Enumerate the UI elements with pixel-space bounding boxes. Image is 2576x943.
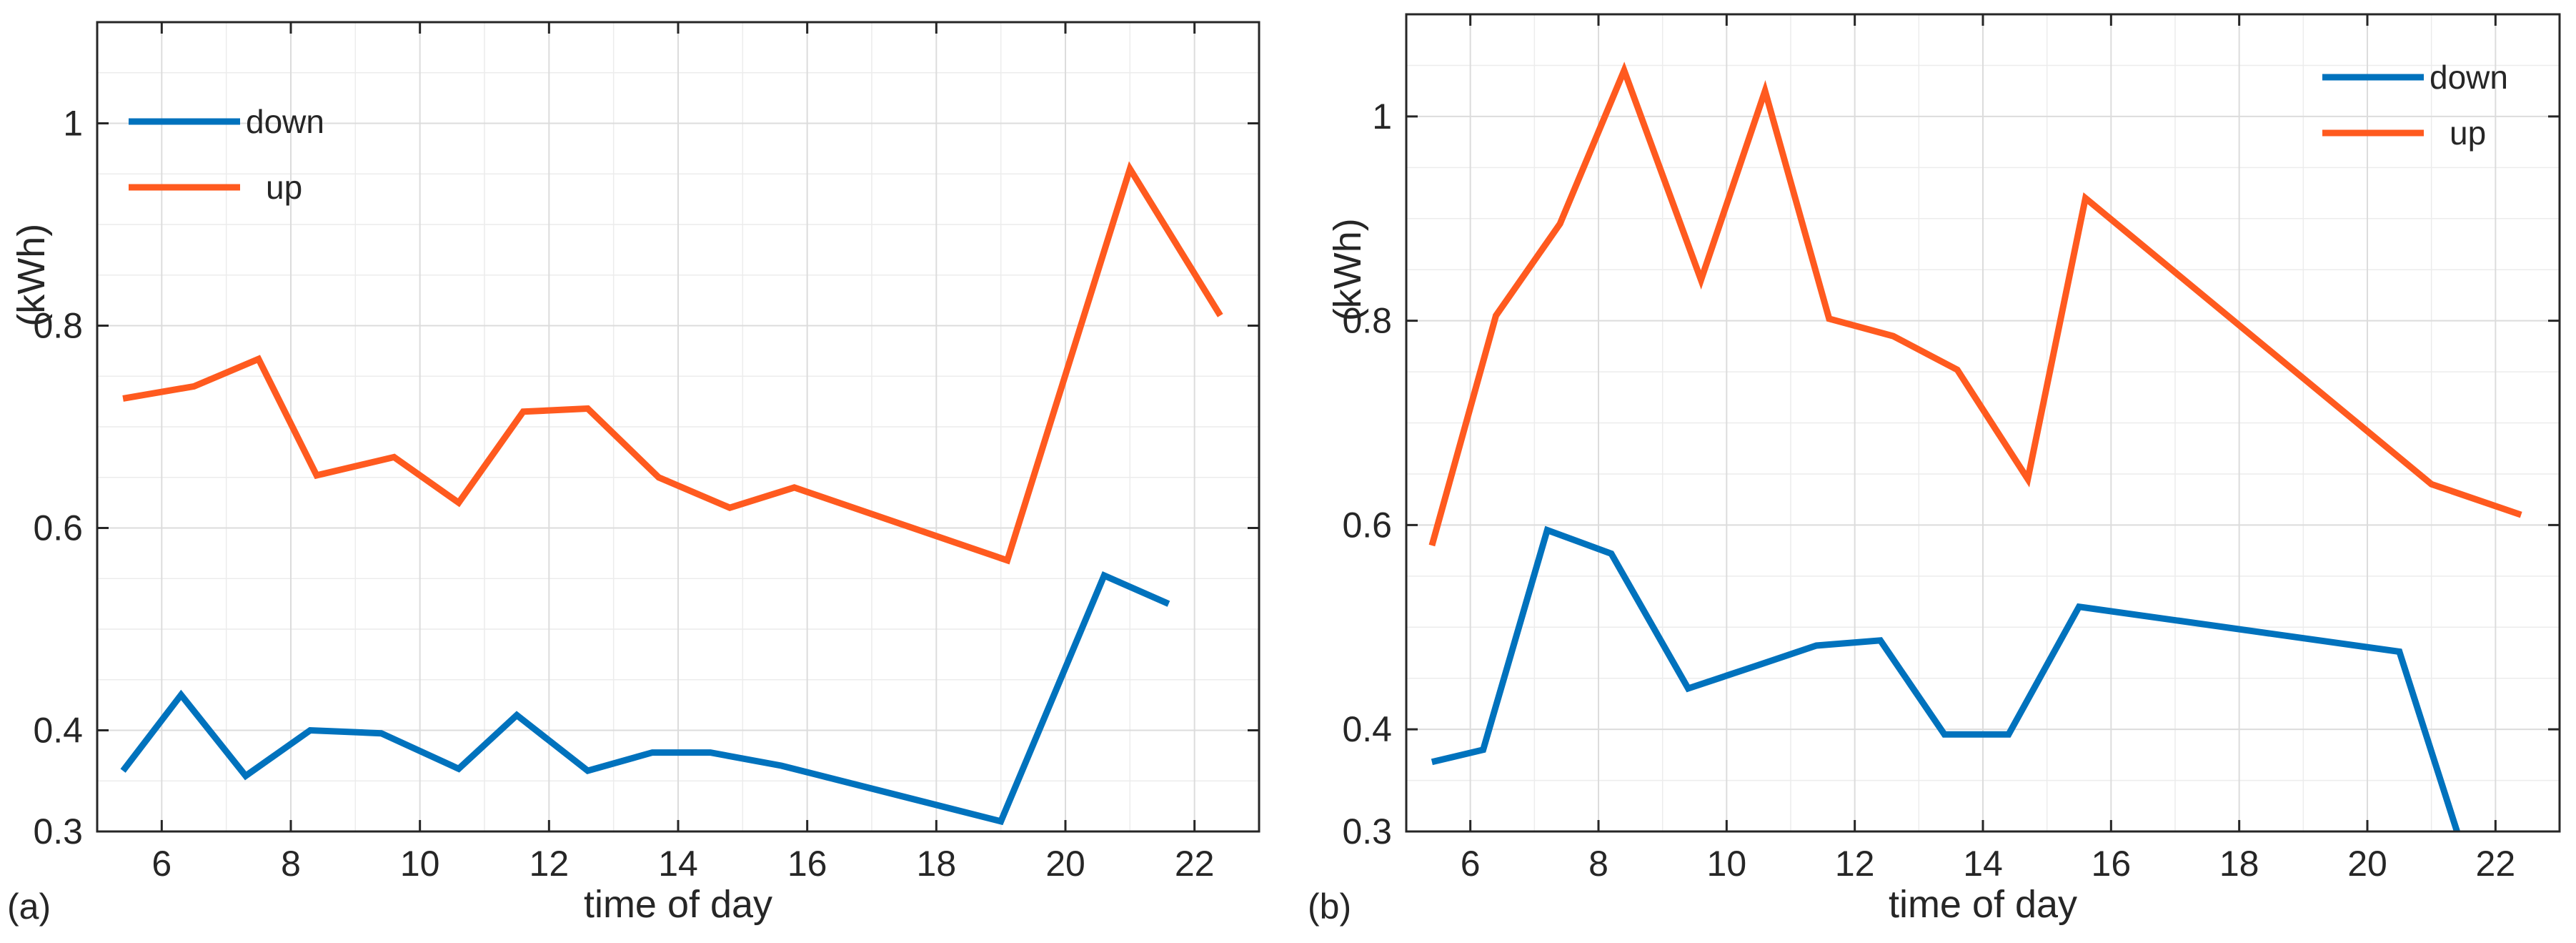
x-tick-label: 18 [917,844,957,884]
x-tick-label: 16 [787,844,827,884]
x-tick-label: 22 [2476,844,2516,884]
series-line-down [1431,525,2460,831]
legend-label-up: up [2450,114,2486,152]
x-tick-label: 6 [151,844,171,884]
series-line-up [1428,61,2522,547]
x-tick-label: 8 [1588,844,1608,884]
x-tick-label: 16 [2092,844,2132,884]
x-axis-label: time of day [584,883,772,926]
y-tick-label: 0.6 [33,508,83,548]
x-tick-label: 12 [1835,844,1875,884]
y-tick-label: 0.8 [33,306,83,346]
x-tick-label: 20 [1045,844,1085,884]
series-line-up [122,161,1223,565]
y-tick-label: 0.3 [1342,811,1392,851]
x-tick-label: 14 [658,844,698,884]
y-axis-label: (kWh) [1326,218,1369,321]
x-tick-label: 10 [400,844,440,884]
y-axis-label: (kWh) [10,224,53,327]
x-tick-label: 6 [1461,844,1481,884]
panel-label: (b) [1308,887,1351,927]
x-tick-label: 18 [2219,844,2259,884]
legend-label-down: down [2430,59,2508,96]
y-tick-label: 0.8 [1342,301,1392,341]
series-line-down [120,571,1170,826]
y-tick-label: 1 [63,104,83,144]
panel-label: (a) [7,887,51,927]
panel-a: 6 8 10 12 14 16 18 20 22 0.3 0.4 0.6 0.8 1 time of day… [7,21,1260,927]
panel-b: 6 8 10 12 14 16 18 20 22 0.3 0.4 0.6 0.8 1 time of day… [1308,13,2561,927]
x-tick-label: 20 [2347,844,2387,884]
y-tick-label: 0.3 [33,811,83,851]
x-tick-label: 22 [1175,844,1215,884]
y-tick-label: 0.4 [33,711,83,751]
x-tick-label: 14 [1963,844,2003,884]
x-tick-label: 10 [1707,844,1747,884]
y-tick-label: 1 [1372,97,1392,137]
legend-label-down: down [246,103,324,140]
legend-label-up: up [266,169,302,206]
x-tick-label: 12 [529,844,570,884]
x-axis-label: time of day [1889,883,2077,926]
x-tick-label: 8 [281,844,301,884]
y-tick-label: 0.6 [1342,505,1392,545]
y-tick-label: 0.4 [1342,709,1392,749]
